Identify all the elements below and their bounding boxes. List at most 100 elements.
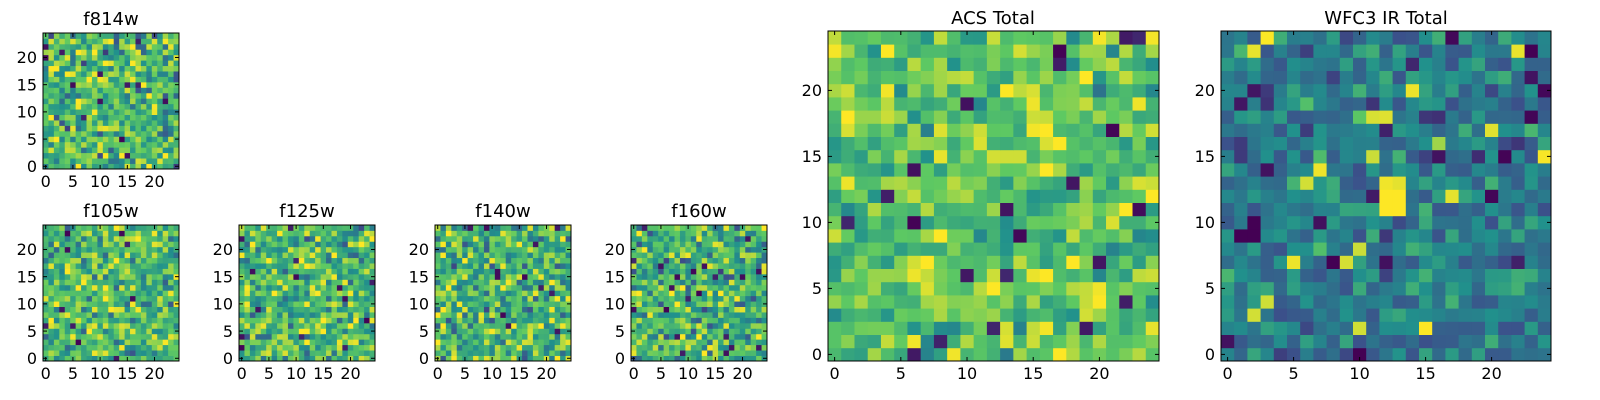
heatmap-cell [456, 230, 463, 237]
heatmap-cell [696, 306, 703, 313]
heatmap-cell [75, 87, 82, 94]
heatmap-cell [440, 230, 447, 237]
heatmap-cell [353, 350, 360, 356]
heatmap-cell [652, 252, 659, 259]
heatmap-cell [91, 312, 98, 318]
heatmap-cell [1524, 70, 1539, 85]
heatmap-cell [636, 322, 643, 329]
heatmap-cell [880, 347, 895, 362]
heatmap-cell [86, 339, 93, 346]
heatmap-cell [59, 230, 66, 237]
heatmap-cell [91, 301, 98, 307]
heatmap-cell [97, 252, 104, 259]
heatmap-cell [81, 65, 87, 72]
heatmap-cell [304, 252, 311, 259]
heatmap-cell [739, 333, 746, 340]
heatmap-cell [1524, 229, 1539, 243]
heatmap-cell [1366, 97, 1380, 111]
heatmap-cell [445, 230, 452, 237]
heatmap-cell [707, 290, 713, 297]
heatmap-cell [130, 49, 136, 56]
heatmap-cell [59, 235, 66, 242]
heatmap-cell [1419, 268, 1433, 283]
heatmap-cell [271, 306, 278, 313]
heatmap-cell [739, 295, 746, 302]
heatmap-cell [244, 344, 251, 351]
heatmap-cell [973, 295, 988, 309]
heatmap-cell [244, 257, 251, 264]
heatmap-cell [543, 317, 550, 324]
heatmap-cell [462, 246, 469, 253]
heatmap-cell [494, 279, 501, 286]
heatmap-cell [1405, 110, 1420, 124]
heatmap-cell [473, 301, 479, 307]
heatmap-cell [532, 257, 539, 264]
heatmap-cell [658, 344, 665, 351]
heatmap-cell [554, 312, 561, 318]
heatmap-cell [663, 317, 670, 324]
heatmap-cell [1079, 334, 1094, 349]
heatmap-cell [97, 284, 104, 291]
heatmap-cell [140, 279, 147, 286]
heatmap-cell [1313, 136, 1327, 151]
heatmap-cell [701, 350, 708, 356]
heatmap-cell [462, 241, 469, 248]
heatmap-cell [64, 81, 71, 88]
heatmap-cell [674, 301, 681, 307]
heatmap-cell [685, 235, 692, 242]
heatmap-cell [1485, 176, 1499, 190]
heatmap-cell [113, 333, 120, 340]
heatmap-cell [124, 92, 131, 99]
heatmap-cell [1106, 242, 1120, 256]
heatmap-cell [841, 308, 855, 322]
heatmap-cell [522, 268, 528, 275]
heatmap-cell [64, 92, 71, 99]
heatmap-cell [894, 123, 908, 137]
heatmap-cell [287, 273, 294, 280]
heatmap-cell [750, 246, 757, 253]
heatmap-cell [91, 263, 98, 269]
heatmap-cell [1405, 176, 1420, 190]
heatmap-cell [1313, 295, 1327, 309]
heatmap-cell [756, 322, 762, 329]
heatmap-cell [1445, 110, 1459, 124]
heatmap-cell [86, 273, 93, 280]
heatmap-cell [162, 344, 169, 351]
heatmap-cell [973, 149, 988, 164]
heatmap-cell [1511, 255, 1525, 269]
heatmap-cell [467, 263, 474, 269]
heatmap-cell [157, 290, 164, 297]
heatmap-cell [140, 60, 147, 67]
heatmap-cell [663, 279, 670, 286]
heatmap-cell [353, 252, 360, 259]
heatmap-cell [527, 246, 534, 253]
heatmap-cell [287, 355, 294, 362]
heatmap-cell [81, 333, 87, 340]
heatmap-cell [162, 76, 169, 83]
heatmap-cell [298, 225, 305, 231]
heatmap-cell [266, 284, 273, 291]
heatmap-cell [304, 230, 311, 237]
heatmap-cell [1353, 242, 1367, 256]
heatmap-cell [1119, 347, 1133, 362]
heatmap-cell [960, 97, 975, 111]
heatmap-cell [707, 225, 713, 231]
heatmap-cell [140, 81, 147, 88]
heatmap-cell [565, 241, 572, 248]
heatmap-cell [663, 284, 670, 291]
heatmap-cell [1313, 334, 1327, 349]
heatmap-cell [532, 295, 539, 302]
heatmap-cell [1471, 149, 1486, 164]
heatmap-cell [91, 246, 98, 253]
heatmap-cell [347, 306, 354, 313]
heatmap-cell [734, 344, 741, 351]
heatmap-cell [53, 152, 60, 159]
heatmap-cell [483, 344, 490, 351]
heatmap-cell [522, 252, 528, 259]
heatmap-cell [1066, 308, 1080, 322]
heatmap-cell [86, 81, 93, 88]
heatmap-cell [70, 54, 77, 61]
heatmap-cell [135, 49, 142, 56]
heatmap-cell [1106, 110, 1120, 124]
heatmap-cell [97, 71, 104, 77]
